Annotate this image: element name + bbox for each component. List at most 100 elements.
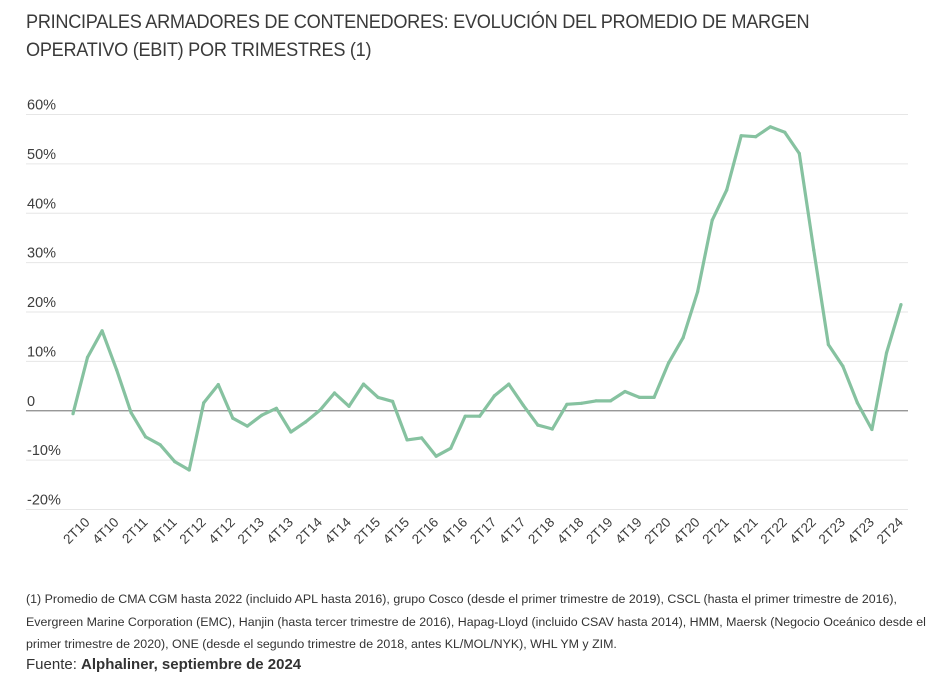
data-point bbox=[318, 408, 322, 412]
x-tick-label: 2T12 bbox=[176, 515, 208, 547]
x-tick-label: 2T20 bbox=[641, 515, 673, 547]
gridlines bbox=[26, 114, 908, 510]
data-point bbox=[405, 438, 409, 442]
data-point bbox=[667, 361, 671, 365]
x-axis-ticks: 2T104T102T114T112T124T122T134T132T144T14… bbox=[60, 514, 906, 547]
data-point bbox=[725, 188, 729, 192]
data-point bbox=[449, 446, 453, 450]
series-line bbox=[71, 125, 903, 472]
line-chart: -20% -10% 0 10% 20% 30% 40% 50% 60% 2T104T102T11… bbox=[26, 98, 908, 547]
y-tick-label: 10% bbox=[27, 344, 56, 360]
data-point bbox=[594, 399, 598, 403]
source-line: Fuente: Alphaliner, septiembre de 2024 bbox=[26, 656, 301, 673]
data-point bbox=[361, 382, 366, 386]
data-point bbox=[478, 414, 482, 418]
data-point bbox=[158, 443, 162, 447]
data-point bbox=[274, 406, 278, 410]
x-tick-label: 4T14 bbox=[322, 514, 355, 547]
x-tick-label: 4T12 bbox=[206, 515, 238, 547]
x-tick-label: 2T17 bbox=[467, 515, 499, 547]
x-tick-label: 4T23 bbox=[845, 515, 877, 547]
data-point bbox=[826, 343, 831, 347]
x-tick-label: 4T20 bbox=[670, 515, 702, 547]
data-point bbox=[463, 414, 467, 418]
y-tick-label: 40% bbox=[27, 196, 56, 212]
data-point bbox=[332, 391, 337, 395]
x-tick-label: 2T11 bbox=[119, 515, 151, 547]
x-tick-label: 4T19 bbox=[612, 515, 644, 547]
data-point bbox=[870, 427, 874, 432]
data-point bbox=[303, 420, 307, 424]
data-point bbox=[173, 460, 177, 464]
x-tick-label: 4T10 bbox=[89, 515, 121, 547]
data-point bbox=[652, 395, 656, 399]
x-tick-label: 2T13 bbox=[235, 515, 267, 547]
data-point bbox=[681, 336, 685, 340]
data-point bbox=[710, 218, 714, 222]
x-tick-label: 2T18 bbox=[525, 515, 557, 547]
data-point bbox=[739, 134, 743, 138]
chart-title: PRINCIPALES ARMADORES DE CONTENEDORES: E… bbox=[26, 11, 810, 61]
source-value: Alphaliner, septiembre de 2024 bbox=[81, 656, 302, 673]
data-point bbox=[231, 416, 235, 420]
y-axis-ticks: -20% -10% 0 10% 20% 30% 40% 50% 60% bbox=[27, 98, 61, 509]
data-point bbox=[754, 135, 758, 139]
data-point bbox=[797, 151, 801, 156]
x-tick-label: 2T10 bbox=[60, 515, 92, 547]
y-tick-label: 20% bbox=[27, 295, 56, 311]
x-tick-label: 4T16 bbox=[438, 515, 470, 547]
y-tick-label: 50% bbox=[27, 147, 56, 163]
data-point bbox=[187, 468, 191, 472]
data-point bbox=[696, 290, 700, 294]
x-tick-label: 2T15 bbox=[351, 515, 383, 547]
data-point bbox=[376, 395, 380, 399]
data-point bbox=[434, 454, 438, 458]
data-point bbox=[884, 351, 889, 355]
data-point bbox=[420, 436, 424, 440]
x-tick-label: 2T14 bbox=[293, 514, 326, 547]
data-point bbox=[129, 411, 133, 415]
y-tick-label: 0 bbox=[27, 394, 35, 410]
data-point bbox=[536, 423, 540, 427]
x-tick-label: 2T16 bbox=[409, 515, 441, 547]
data-point bbox=[289, 430, 293, 434]
data-point bbox=[507, 382, 511, 386]
data-point bbox=[768, 125, 772, 129]
data-point bbox=[202, 401, 206, 405]
data-point bbox=[550, 427, 555, 431]
data-point bbox=[623, 389, 627, 394]
data-point bbox=[521, 403, 525, 407]
x-tick-label: 2T19 bbox=[583, 515, 615, 547]
x-tick-label: 4T18 bbox=[554, 515, 586, 547]
y-tick-label: -20% bbox=[27, 493, 61, 509]
data-point bbox=[812, 248, 816, 252]
data-point bbox=[347, 404, 351, 408]
y-tick-label: 60% bbox=[27, 98, 56, 114]
data-point bbox=[260, 413, 264, 417]
data-point bbox=[608, 399, 613, 403]
x-tick-label: 4T22 bbox=[787, 515, 819, 547]
x-tick-label: 4T13 bbox=[264, 515, 296, 547]
data-point bbox=[899, 303, 903, 307]
data-point bbox=[855, 401, 860, 405]
data-point bbox=[565, 402, 569, 406]
data-point bbox=[637, 395, 642, 399]
x-tick-label: 2T24 bbox=[874, 514, 907, 547]
data-point bbox=[216, 383, 220, 387]
data-point bbox=[144, 435, 148, 439]
x-tick-label: 2T22 bbox=[758, 515, 790, 547]
x-tick-label: 4T17 bbox=[496, 515, 528, 547]
data-point bbox=[579, 401, 584, 405]
x-tick-label: 4T15 bbox=[380, 515, 412, 547]
x-tick-label: 2T21 bbox=[699, 515, 731, 547]
data-point bbox=[841, 364, 845, 368]
y-tick-label: 30% bbox=[27, 246, 56, 262]
footnote: (1) Promedio de CMA CGM hasta 2022 (incl… bbox=[26, 592, 926, 651]
x-tick-label: 4T11 bbox=[148, 515, 180, 547]
x-tick-label: 4T21 bbox=[728, 515, 760, 547]
y-tick-label: -10% bbox=[27, 443, 61, 459]
data-point bbox=[245, 424, 249, 428]
data-point bbox=[492, 394, 496, 398]
data-point bbox=[100, 329, 104, 333]
data-point bbox=[71, 412, 75, 416]
